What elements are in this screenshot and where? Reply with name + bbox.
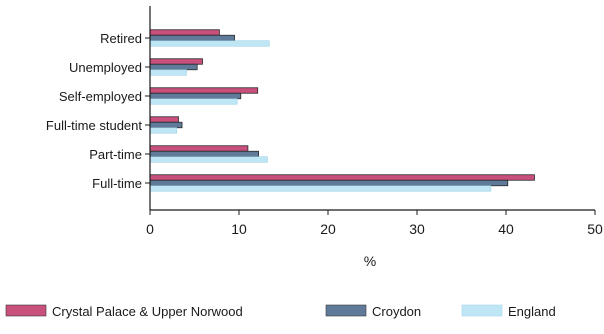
category-label: Part-time [89, 147, 142, 162]
x-tick-label: 50 [587, 221, 603, 237]
x-tick-label: 40 [498, 221, 514, 237]
bar-unemployed-crystal-palace-upper-norwood [149, 58, 203, 65]
bar-retired-croydon [149, 34, 235, 42]
bar-self-employed-england [149, 98, 238, 105]
bar-self-employed-croydon [149, 92, 242, 100]
bar-full-time-student-england [149, 127, 178, 134]
bar-unemployed-croydon [149, 63, 198, 71]
x-tick-label: 10 [231, 221, 247, 237]
legend-label-crystal-palace-upper-norwood: Crystal Palace & Upper Norwood [52, 304, 243, 319]
x-axis-label: % [364, 253, 376, 269]
bar-part-time-crystal-palace-upper-norwood [149, 145, 249, 152]
legend-swatch-crystal-palace-upper-norwood [5, 304, 47, 317]
category-label: Full-time [92, 176, 142, 191]
x-tick-label: 0 [146, 221, 154, 237]
category-labels: Retired Unemployed Self-employed Full-time … [46, 31, 142, 191]
bar-full-time-crystal-palace-upper-norwood [149, 174, 535, 181]
bar-part-time-england [149, 156, 268, 163]
bars-group [149, 29, 535, 192]
bar-retired-england [149, 40, 270, 47]
bar-full-time-student-crystal-palace-upper-norwood [149, 116, 179, 123]
bar-part-time-croydon [149, 150, 259, 158]
legend: Crystal Palace & Upper Norwood Croydon Eng… [5, 304, 556, 319]
bar-self-employed-crystal-palace-upper-norwood [149, 87, 259, 94]
legend-label-croydon: Croydon [372, 304, 421, 319]
bar-full-time-croydon [149, 179, 509, 187]
bar-retired-crystal-palace-upper-norwood [149, 29, 220, 36]
legend-swatch-croydon [325, 304, 367, 317]
category-label: Self-employed [59, 89, 142, 104]
category-label: Retired [100, 31, 142, 46]
bar-full-time-england [149, 185, 492, 192]
bar-unemployed-england [149, 69, 187, 76]
axes-group: 0 10 20 30 40 50 [145, 6, 603, 237]
x-tick-label: 20 [320, 221, 336, 237]
bar-full-time-student-croydon [149, 121, 183, 129]
legend-label-england: England [508, 304, 556, 319]
legend-swatch-england [461, 304, 503, 317]
category-label: Full-time student [46, 118, 142, 133]
x-tick-label: 30 [409, 221, 425, 237]
category-label: Unemployed [69, 60, 142, 75]
